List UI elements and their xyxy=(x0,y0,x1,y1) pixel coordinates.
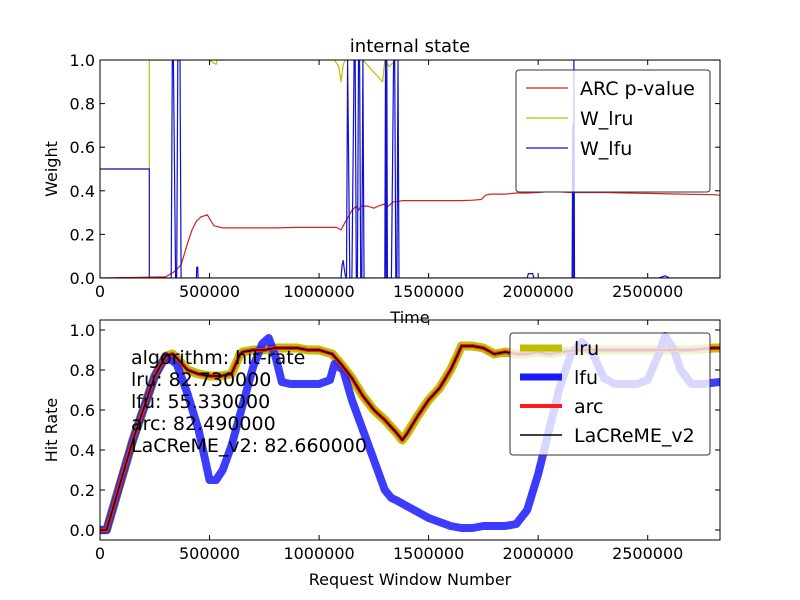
y-tick-label: 0.6 xyxy=(70,138,95,157)
legend-label: LaCReME_v2 xyxy=(574,425,695,447)
x-tick-label: 2000000 xyxy=(503,544,574,563)
annotation-line: LaCReME_v2: 82.660000 xyxy=(131,435,367,457)
chart-panel-2: 0 500000 1000000 1500000 2000000 2500000 0.0 0.… xyxy=(42,319,721,589)
y-tick-label: 0.0 xyxy=(70,269,95,288)
legend: lru lfu arc LaCReME_v2 xyxy=(509,332,711,456)
annotation-line: lfu: 55.330000 xyxy=(131,391,270,413)
y-tick-label: 0.4 xyxy=(70,441,95,460)
x-axis-label: Time xyxy=(389,308,429,327)
y-tick-label: 0.6 xyxy=(70,401,95,420)
x-tick-label: 500000 xyxy=(179,544,240,563)
y-axis-label: Weight xyxy=(42,141,61,197)
series-line-w-lfu xyxy=(100,60,720,278)
legend-label: arc xyxy=(574,396,603,418)
legend-label: lru xyxy=(574,338,599,360)
x-tick-label: 500000 xyxy=(179,282,240,301)
legend: ARC p-value W_lru W_lfu xyxy=(515,69,711,193)
x-tick-label: 0 xyxy=(95,544,105,563)
x-tick-label: 1000000 xyxy=(283,544,354,563)
y-tick-label: 0.4 xyxy=(70,182,95,201)
y-tick-label: 0.2 xyxy=(70,481,95,500)
y-tick-label: 0.8 xyxy=(70,361,95,380)
y-axis-label: Hit Rate xyxy=(42,398,61,463)
series-line-w-lru xyxy=(100,60,720,170)
y-tick-label: 0.0 xyxy=(70,521,95,540)
y-tick-label: 1.0 xyxy=(70,51,95,70)
legend-label: W_lfu xyxy=(580,138,632,160)
x-tick-label: 1000000 xyxy=(283,282,354,301)
x-tick-label: 2500000 xyxy=(612,282,683,301)
legend-label: lfu xyxy=(574,367,598,389)
annotation-line: lru: 82.730000 xyxy=(131,369,271,391)
chart-panel-1: 0 500000 1000000 1500000 2000000 2500000 0.0 0.… xyxy=(42,36,721,327)
plot-frame xyxy=(99,59,721,279)
legend-frame xyxy=(515,69,711,193)
x-tick-label: 1500000 xyxy=(393,282,464,301)
chart-title: internal state xyxy=(350,36,470,57)
x-tick-label: 1500000 xyxy=(393,544,464,563)
series-line-arc-p-value xyxy=(100,191,720,278)
y-tick-label: 0.8 xyxy=(70,95,95,114)
plot-frame xyxy=(99,319,721,541)
x-tick-label: 2000000 xyxy=(503,282,574,301)
y-tick-label: 0.2 xyxy=(70,225,95,244)
x-tick-label: 0 xyxy=(95,282,105,301)
x-tick-label: 2500000 xyxy=(612,544,683,563)
annotation-line: algorithm: hit-rate xyxy=(131,347,305,369)
y-tick-label: 1.0 xyxy=(70,321,95,340)
legend-frame xyxy=(509,332,711,456)
legend-label: ARC p-value xyxy=(580,78,695,100)
legend-label: W_lru xyxy=(580,108,633,130)
x-axis-label: Request Window Number xyxy=(309,570,512,589)
annotation-line: arc: 82.490000 xyxy=(131,413,276,435)
